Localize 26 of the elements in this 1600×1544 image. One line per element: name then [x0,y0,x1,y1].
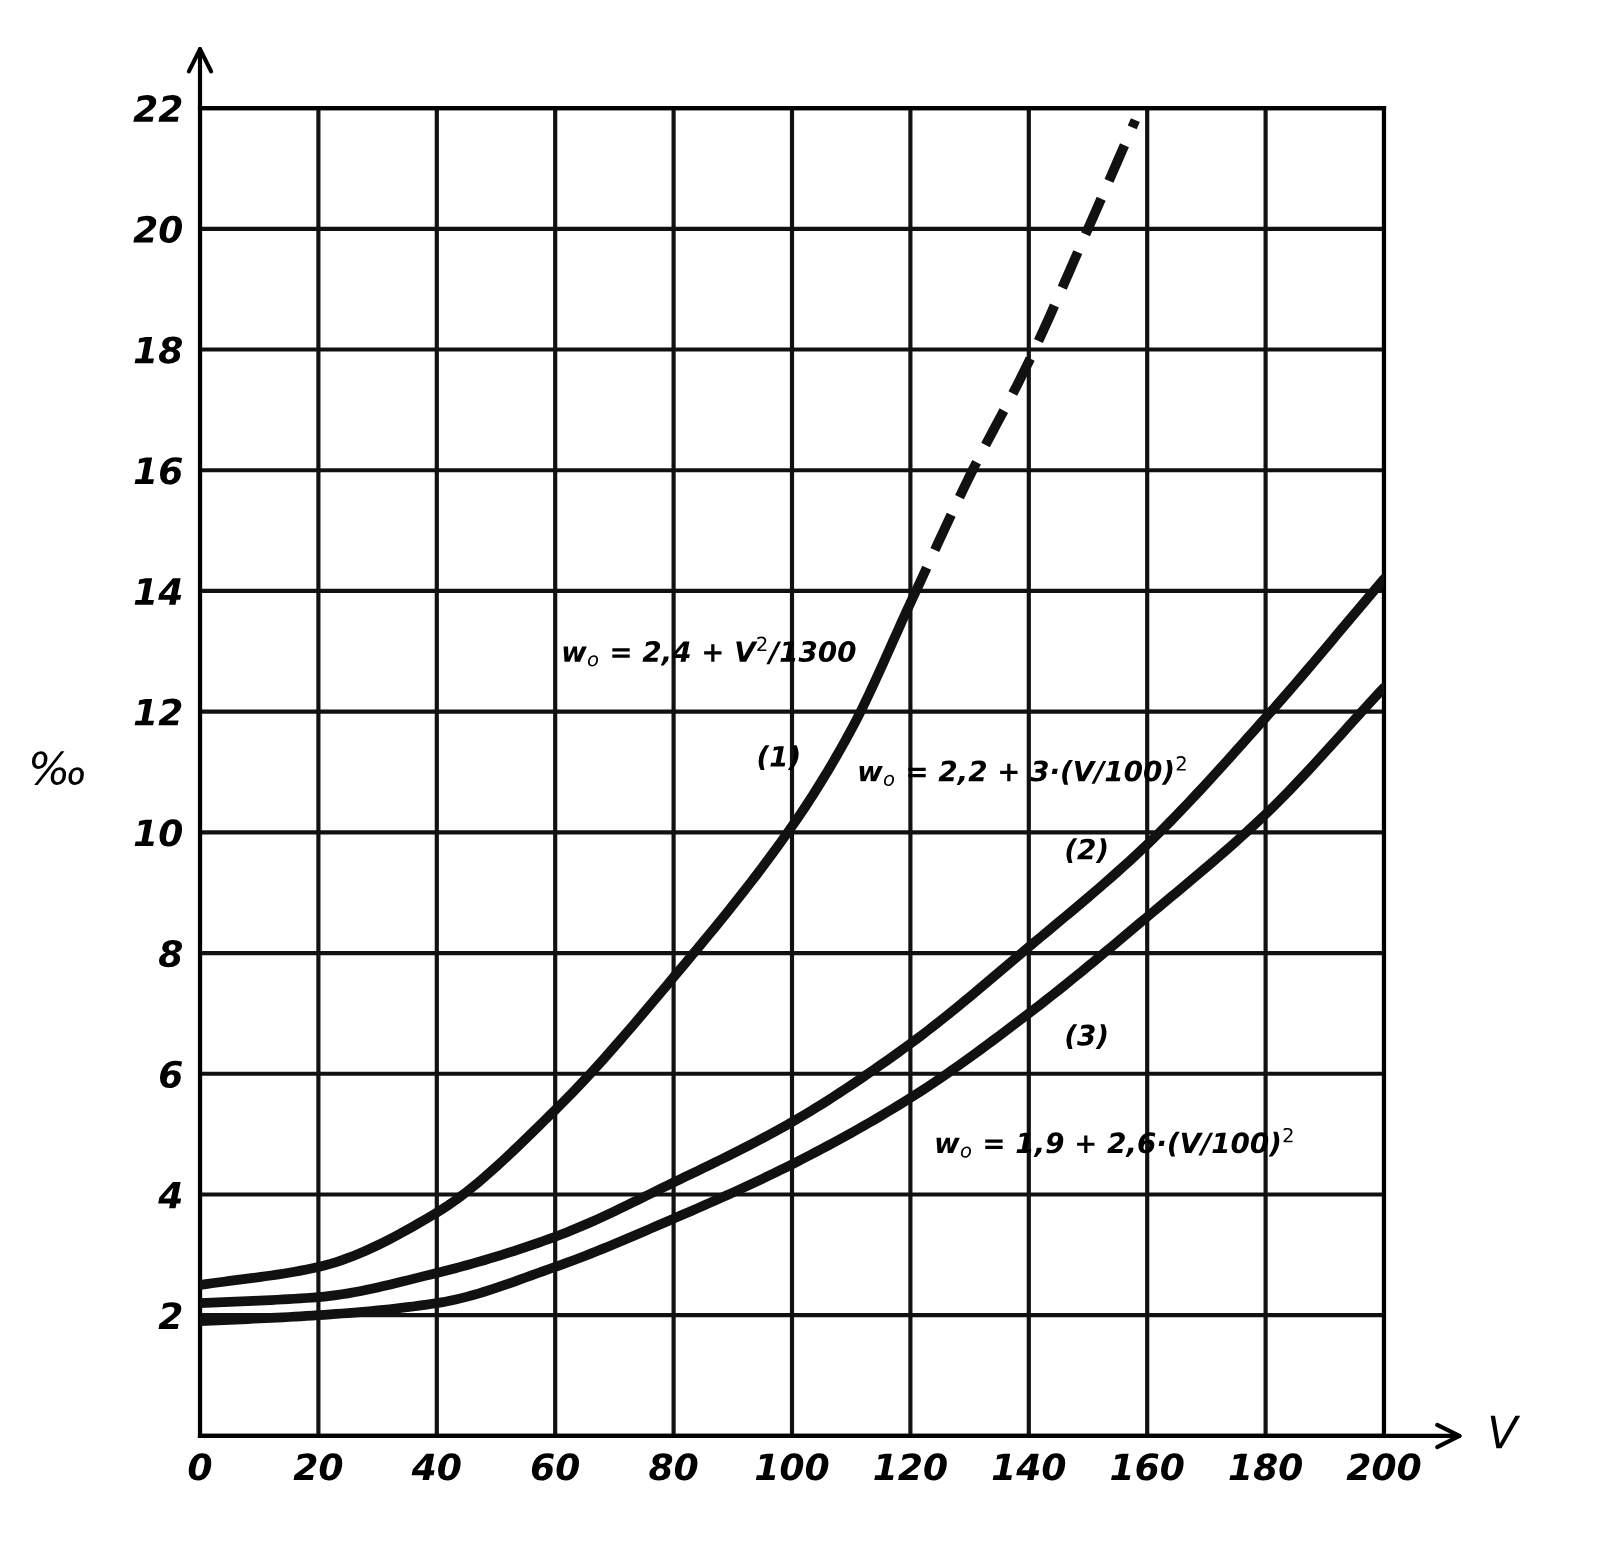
x-tick-label: 140 [992,1453,1066,1481]
x-tick-label: 200 [1346,1453,1421,1481]
x-tick-label: 180 [1229,1453,1302,1481]
y-tick-label: 22 [133,95,182,122]
y-tick-label: 14 [134,578,182,605]
y-tick-label: 16 [134,457,183,485]
annotation: (2) [1066,838,1107,863]
x-tick-label: 80 [649,1453,698,1481]
y-tick-label: 2 [158,1302,182,1329]
y-axis-title: ‰ [31,751,84,785]
y-tick-label: 6 [160,1060,183,1089]
x-axis-title: V [1490,1415,1521,1449]
y-tick-label: 20 [133,215,183,244]
y-tick-label: 8 [159,939,183,968]
annotation: (3) [1066,1024,1107,1049]
x-tick-label: 40 [411,1453,461,1481]
x-tick-label: 20 [293,1453,343,1481]
x-tick-label: 120 [874,1453,947,1481]
y-tick-label: 4 [158,1181,182,1209]
x-tick-label: 160 [1111,1453,1184,1481]
x-tick-label: 0 [188,1453,212,1481]
y-tick-label: 18 [134,336,183,364]
x-tick-label: 60 [531,1453,580,1481]
y-tick-label: 12 [134,698,182,726]
y-tick-label: 10 [134,819,183,847]
x-tick-label: 100 [755,1453,829,1481]
